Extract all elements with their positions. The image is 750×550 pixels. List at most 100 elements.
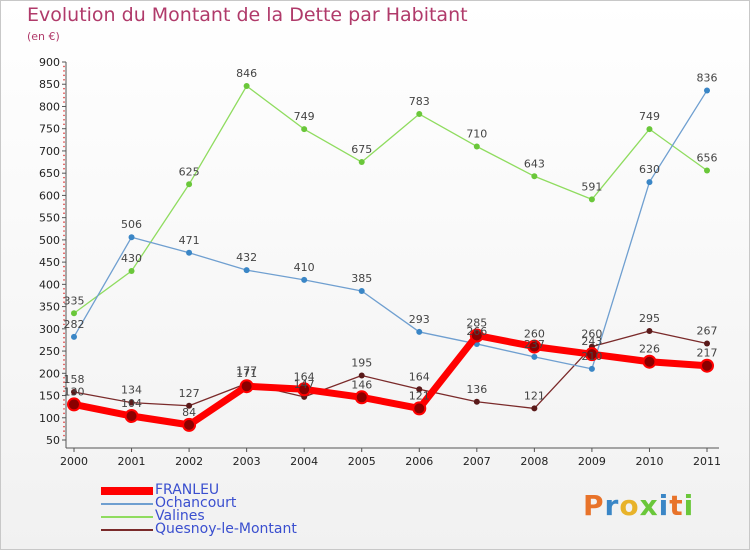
x-tick-label: 2000: [60, 455, 88, 468]
data-label: 260: [581, 328, 602, 341]
data-label: 147: [294, 378, 315, 391]
y-minor-dot: [63, 230, 65, 232]
data-label: 121: [409, 389, 430, 402]
y-minor-dot: [63, 421, 65, 424]
y-minor-dot: [63, 132, 65, 134]
data-point: [358, 159, 365, 166]
data-label: 471: [179, 234, 200, 247]
y-tick-label: 800: [39, 100, 60, 113]
x-tick-label: 2006: [405, 455, 433, 468]
data-point: [531, 353, 538, 360]
y-minor-dot: [63, 136, 65, 139]
data-label: 625: [179, 165, 200, 178]
x-tick-label: 2005: [348, 455, 376, 468]
data-label: 226: [639, 343, 660, 356]
y-minor-dot: [63, 119, 65, 121]
chart-subtitle: (en €): [27, 30, 60, 43]
data-point: [358, 372, 365, 379]
data-label: 783: [409, 95, 430, 108]
data-point: [301, 276, 308, 283]
series-line-quesnoy-le-montant: [73, 330, 708, 410]
data-label: 127: [179, 387, 200, 400]
y-tick-label: 550: [39, 212, 60, 225]
y-minor-dot: [63, 74, 65, 77]
y-minor-dot: [63, 167, 65, 170]
y-minor-dot: [63, 399, 65, 401]
data-label: 237: [524, 338, 545, 351]
data-label: 158: [64, 373, 85, 386]
y-minor-dot: [63, 412, 65, 415]
y-minor-dot: [63, 336, 65, 339]
data-label: 164: [409, 370, 430, 383]
y-minor-dot: [63, 212, 65, 214]
y-minor-dot: [63, 363, 65, 366]
y-minor-dot: [63, 181, 65, 183]
y-minor-dot: [63, 310, 65, 312]
data-label: 210: [581, 350, 602, 363]
x-tick-label: 2010: [635, 455, 663, 468]
x-tick-label: 2003: [233, 455, 261, 468]
y-minor-dot: [63, 123, 65, 126]
y-minor-dot: [63, 292, 65, 295]
legend-label: FRANLEU: [155, 482, 220, 498]
y-tick-label: 500: [39, 234, 60, 247]
logo-letter: i: [683, 489, 695, 522]
y-minor-dot: [63, 408, 65, 410]
data-point: [473, 143, 480, 150]
data-point: [71, 333, 77, 340]
data-label: 749: [294, 110, 315, 123]
y-tick-label: 250: [39, 345, 60, 358]
y-minor-dot: [63, 163, 65, 166]
y-minor-dot: [63, 376, 65, 379]
data-label: 130: [64, 385, 85, 398]
data-point: [71, 310, 77, 317]
data-point: [473, 398, 480, 405]
data-point: [584, 347, 599, 362]
x-tick-label: 2011: [693, 455, 721, 468]
y-minor-dot: [63, 247, 65, 250]
data-label: 164: [294, 370, 315, 383]
y-minor-dot: [63, 279, 65, 281]
y-minor-dot: [63, 354, 65, 357]
data-point: [186, 249, 193, 256]
data-point: [358, 288, 365, 295]
data-label: 121: [524, 389, 545, 402]
y-minor-dot: [63, 323, 65, 326]
y-minor-dot: [63, 145, 65, 148]
data-point: [243, 267, 250, 274]
data-label: 749: [639, 110, 660, 123]
data-label: 104: [121, 397, 142, 410]
data-label: 630: [639, 163, 660, 176]
y-tick-label: 400: [39, 278, 60, 291]
y-tick-label: 300: [39, 323, 60, 336]
data-label: 266: [466, 325, 487, 338]
legend-swatch: [101, 502, 153, 505]
y-tick-label: 100: [39, 412, 60, 425]
legend: FRANLEU Ochancourt Valines Quesnoy-le-Monta…: [101, 482, 297, 536]
y-minor-dot: [63, 425, 65, 428]
data-point: [301, 126, 308, 133]
y-minor-dot: [63, 243, 65, 246]
legend-item: Quesnoy-le-Montant: [101, 522, 297, 536]
x-tick-label: 2004: [290, 455, 318, 468]
y-minor-dot: [63, 345, 65, 348]
data-point: [243, 83, 250, 90]
y-minor-dot: [63, 252, 65, 255]
y-minor-dot: [63, 101, 65, 103]
y-tick-label: 150: [39, 390, 60, 403]
data-label: 430: [121, 252, 142, 265]
y-minor-dot: [63, 256, 65, 259]
data-point: [128, 234, 135, 241]
y-tick-label: 750: [39, 123, 60, 136]
legend-item: Ochancourt: [101, 496, 297, 510]
data-label: 243: [581, 335, 602, 348]
y-minor-dot: [63, 190, 65, 192]
y-tick-label: 50: [46, 434, 60, 447]
data-point: [124, 408, 139, 423]
data-point: [700, 358, 714, 373]
y-minor-dot: [63, 110, 65, 112]
data-point: [588, 365, 595, 372]
data-label: 146: [351, 378, 372, 391]
data-point: [527, 339, 542, 354]
